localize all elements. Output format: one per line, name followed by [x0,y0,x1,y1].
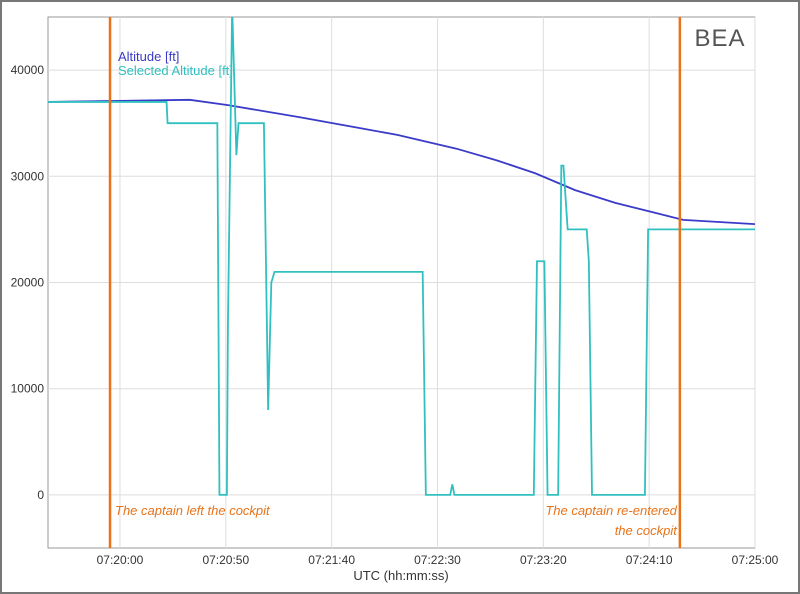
x-tick-label: 07:20:00 [97,553,144,567]
legend-label: Altitude [ft] [118,49,179,64]
x-tick-label: 07:21:40 [308,553,355,567]
x-tick-label: 07:24:10 [626,553,673,567]
event-label: The captain re-entered [545,503,677,518]
event-label: the cockpit [615,523,679,538]
legend-label: Selected Altitude [ft] [118,63,233,78]
x-tick-label: 07:20:50 [202,553,249,567]
y-tick-label: 30000 [11,169,45,183]
x-axis-label: UTC (hh:mm:ss) [353,568,448,583]
x-tick-label: 07:23:20 [520,553,567,567]
x-tick-label: 07:22:30 [414,553,461,567]
series-line [48,17,755,496]
logo: BEA [694,25,745,52]
series-line [48,98,755,225]
y-tick-label: 20000 [11,276,45,290]
y-tick-label: 40000 [11,63,45,77]
plot-lines [48,17,755,496]
x-tick-label: 07:25:00 [732,553,779,567]
y-tick-label: 10000 [11,382,45,396]
event-label: The captain left the cockpit [115,503,271,518]
y-tick-label: 0 [37,488,44,502]
